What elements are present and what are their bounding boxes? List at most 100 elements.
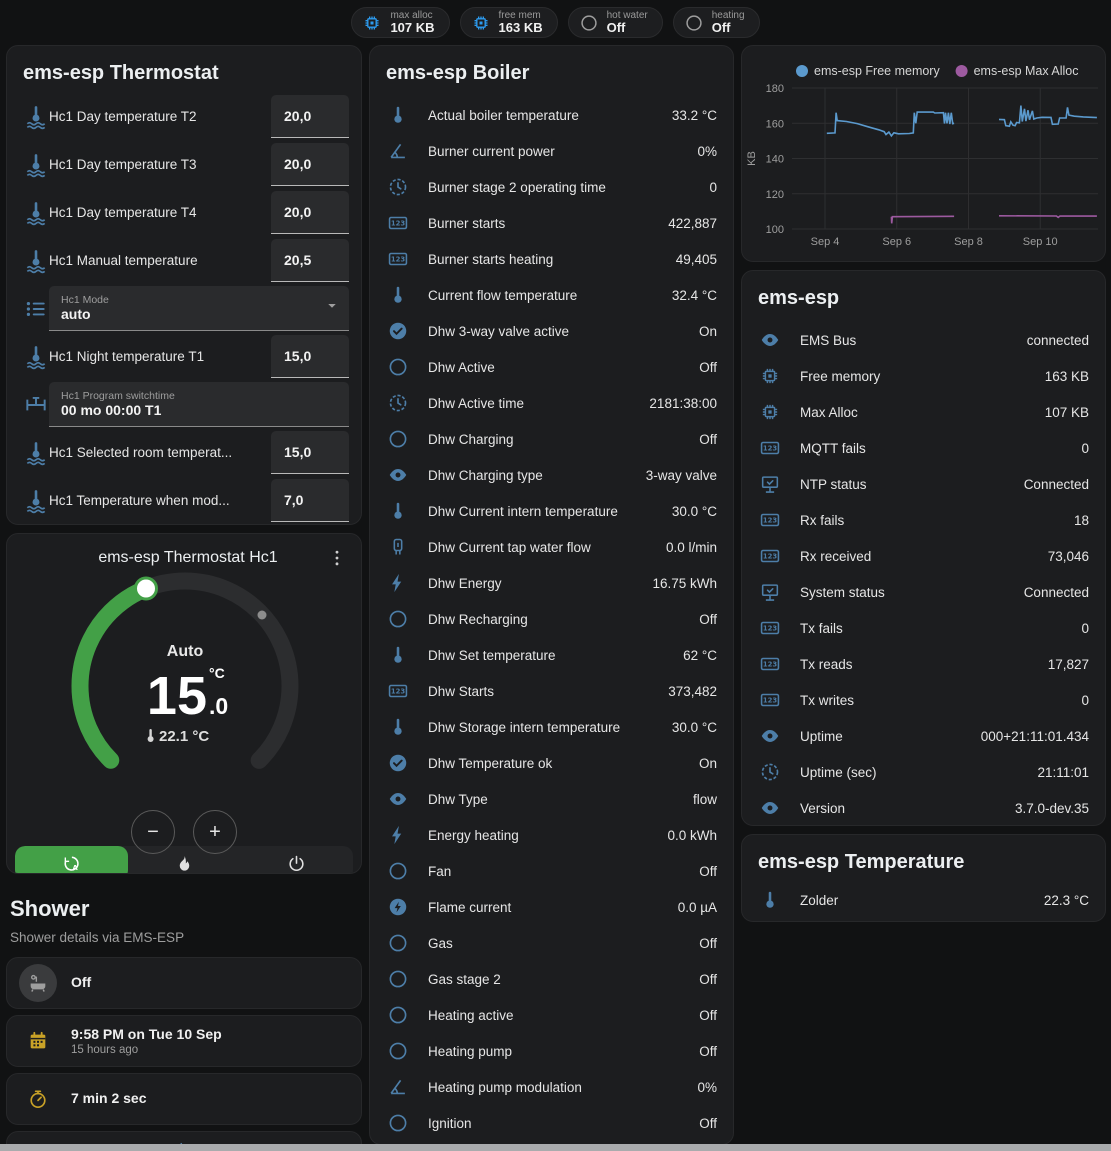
entity-row[interactable]: Gas stage 2 Off <box>370 961 733 997</box>
shower-title: Shower <box>10 896 90 921</box>
entity-row[interactable]: Dhw Active Off <box>370 349 733 385</box>
svg-text:123: 123 <box>391 256 406 264</box>
legend-label[interactable]: ems-esp Max Alloc <box>974 64 1079 78</box>
shower-entity-card[interactable]: 9:58 PM on Tue 10 Sep 15 hours ago <box>6 1015 362 1067</box>
entity-row[interactable]: NTP status Connected <box>742 466 1105 502</box>
entity-row[interactable]: Dhw Type flow <box>370 781 733 817</box>
entity-row[interactable]: Hc1 Day temperature T3 20,0 <box>7 141 361 188</box>
shower-section: Shower Shower details via EMS-ESP <box>6 882 362 957</box>
entity-row[interactable]: Dhw Charging Off <box>370 421 733 457</box>
entity-secondary: 15 hours ago <box>71 1043 139 1056</box>
number-input[interactable]: 7,0 <box>271 479 349 522</box>
thermometer-waves-icon <box>26 201 46 225</box>
entity-row[interactable]: Dhw Charging type 3-way valve <box>370 457 733 493</box>
kebab-menu-icon[interactable] <box>321 548 353 568</box>
entity-row[interactable]: Actual boiler temperature 33.2 °C <box>370 97 733 133</box>
status-badge[interactable]: heating Off <box>672 7 760 38</box>
number-input[interactable]: 15,0 <box>271 431 349 474</box>
dial-handle[interactable] <box>134 576 158 601</box>
circle-icon <box>389 358 407 376</box>
entity-row[interactable]: Dhw Current intern temperature 30.0 °C <box>370 493 733 529</box>
shower-entity-card[interactable]: Off <box>6 957 362 1009</box>
entity-row[interactable]: Max Alloc 107 KB <box>742 394 1105 430</box>
entity-row[interactable]: Hc1 Night temperature T1 15,0 <box>7 333 361 380</box>
entity-row[interactable]: Version 3.7.0-dev.35 <box>742 790 1105 825</box>
text-input[interactable]: Hc1 Program switchtime 00 mo 00:00 T1 <box>49 382 349 427</box>
entity-row[interactable]: 123 Tx fails 0 <box>742 610 1105 646</box>
mode-select[interactable]: Hc1 Mode auto <box>49 286 349 331</box>
entity-row[interactable]: Energy heating 0.0 kWh <box>370 817 733 853</box>
entity-row[interactable]: Ignition Off <box>370 1105 733 1141</box>
entity-row[interactable]: Gas Off <box>370 925 733 961</box>
number-input[interactable]: 20,0 <box>271 95 349 138</box>
entity-row[interactable]: Current flow temperature 32.4 °C <box>370 277 733 313</box>
entity-row[interactable]: EMS Bus connected <box>742 322 1105 358</box>
temp-increase-button[interactable]: + <box>193 810 237 854</box>
entity-row[interactable]: Free memory 163 KB <box>742 358 1105 394</box>
mode-off-button[interactable] <box>240 846 353 873</box>
status-badge[interactable]: hot water Off <box>567 7 663 38</box>
entity-value: 32.4 °C <box>671 287 717 303</box>
entity-row[interactable]: Dhw Set temperature 62 °C <box>370 637 733 673</box>
entity-row[interactable]: Heating pump modulation 0% <box>370 1069 733 1105</box>
number-input[interactable]: 20,0 <box>271 191 349 234</box>
entity-row[interactable]: Dhw Temperature ok On <box>370 745 733 781</box>
entity-row[interactable]: 123 MQTT fails 0 <box>742 430 1105 466</box>
entity-row[interactable]: Dhw Active time 2181:38:00 <box>370 385 733 421</box>
entity-row[interactable]: 123 Tx reads 17,827 <box>742 646 1105 682</box>
badge-label: max alloc <box>390 9 433 21</box>
entity-row[interactable]: 123 Dhw Starts 373,482 <box>370 673 733 709</box>
temp-decrease-button[interactable]: − <box>131 810 175 854</box>
entity-row[interactable]: Heating active Off <box>370 997 733 1033</box>
thermostat-dial[interactable]: Auto 15 °C .0 22.1 °C − + <box>7 568 361 854</box>
legend-label[interactable]: ems-esp Free memory <box>814 64 940 78</box>
number-input[interactable]: 20,5 <box>271 239 349 282</box>
chevron-down-icon <box>328 304 336 308</box>
entity-row[interactable]: Heating pump Off <box>370 1033 733 1069</box>
y-axis-label: KB <box>746 151 758 166</box>
entity-row[interactable]: Burner stage 2 operating time 0 <box>370 169 733 205</box>
entity-row[interactable]: Burner current power 0% <box>370 133 733 169</box>
fire-icon <box>179 855 189 871</box>
entity-row[interactable]: 123 Burner starts heating 49,405 <box>370 241 733 277</box>
entity-row[interactable]: Uptime 000+21:11:01.434 <box>742 718 1105 754</box>
entity-row[interactable]: System status Connected <box>742 574 1105 610</box>
entity-row[interactable]: Hc1 Day temperature T4 20,0 <box>7 189 361 236</box>
svg-text:123: 123 <box>391 220 406 228</box>
history-chart[interactable]: 100 120 140 160 180 Sep 4 Sep 6 Sep 8 Sep 10 KB em… <box>742 46 1105 261</box>
entity-row[interactable]: Fan Off <box>370 853 733 889</box>
number-value: 7,0 <box>284 492 304 508</box>
left-column: ems-esp Thermostat Hc1 Day temperature T… <box>6 45 362 1151</box>
entity-row[interactable]: Hc1 Day temperature T2 20,0 <box>7 93 361 140</box>
entity-row[interactable]: Dhw Current tap water flow 0.0 l/min <box>370 529 733 565</box>
status-badge[interactable]: max alloc 107 KB <box>351 7 450 38</box>
entity-row[interactable]: Dhw Recharging Off <box>370 601 733 637</box>
mode-heat-button[interactable] <box>128 846 241 873</box>
thermostat-hc1-card: ems-esp Thermostat Hc1 Auto 15 °C .0 <box>6 533 362 874</box>
entity-row[interactable]: Hc1 Program switchtime 00 mo 00:00 T1 <box>7 381 361 428</box>
entity-row[interactable]: Dhw Storage intern temperature 30.0 °C <box>370 709 733 745</box>
horizontal-scrollbar[interactable] <box>0 1144 1111 1151</box>
number-input[interactable]: 20,0 <box>271 143 349 186</box>
entity-row[interactable]: 123 Rx fails 18 <box>742 502 1105 538</box>
entity-row[interactable]: Hc1 Mode auto <box>7 285 361 332</box>
entity-row[interactable]: 123 Tx writes 0 <box>742 682 1105 718</box>
entity-row[interactable]: Dhw 3-way valve active On <box>370 313 733 349</box>
clock-icon <box>389 394 407 412</box>
entity-row[interactable]: Hc1 Manual temperature 20,5 <box>7 237 361 284</box>
entity-value: 0% <box>697 1079 717 1095</box>
entity-row[interactable]: Hc1 Temperature when mod... 7,0 <box>7 477 361 524</box>
entity-row[interactable]: Zolder 22.3 °C <box>742 882 1105 918</box>
entity-row[interactable]: Flame current 0.0 µA <box>370 889 733 925</box>
entity-row[interactable]: Hc1 Selected room temperat... 15,0 <box>7 429 361 476</box>
entity-row[interactable]: 123 Burner starts 422,887 <box>370 205 733 241</box>
number-input[interactable]: 15,0 <box>271 335 349 378</box>
entity-row[interactable]: Uptime (sec) 21:11:01 <box>742 754 1105 790</box>
mode-auto-button[interactable]: A <box>15 846 128 873</box>
entity-row[interactable]: 123 Rx received 73,046 <box>742 538 1105 574</box>
entity-value: Off <box>699 611 717 627</box>
network-icon <box>761 476 779 493</box>
shower-entity-card[interactable]: 7 min 2 sec <box>6 1073 362 1125</box>
status-badge[interactable]: free mem 163 KB <box>459 7 558 38</box>
entity-row[interactable]: Dhw Energy 16.75 kWh <box>370 565 733 601</box>
